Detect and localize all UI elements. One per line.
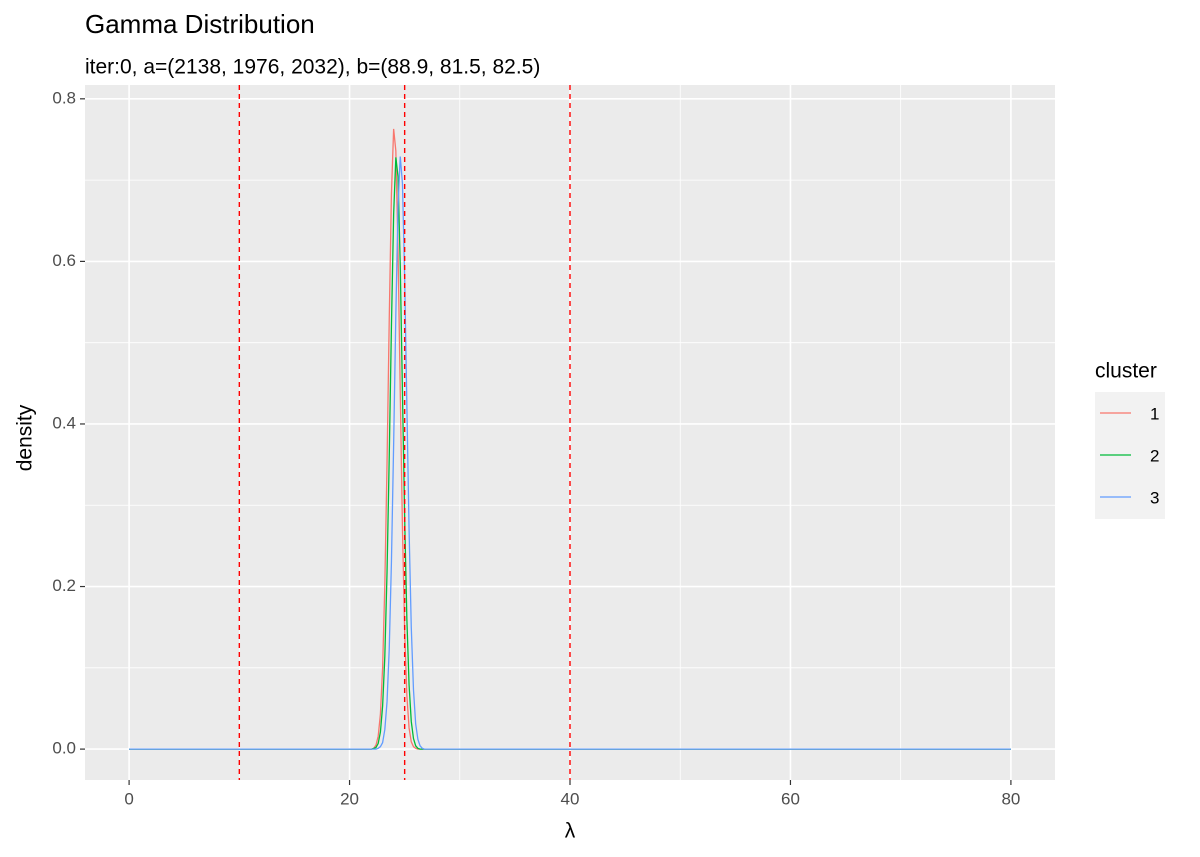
legend: cluster 1 2 3	[1095, 360, 1165, 519]
x-tick-label: 60	[781, 789, 800, 808]
marks	[129, 85, 1011, 780]
y-axis-title: density	[14, 404, 37, 471]
y-tick-label: 0.4	[52, 413, 76, 432]
density-line	[129, 156, 1011, 750]
x-axis-title: λ	[565, 820, 576, 843]
legend-label: 2	[1150, 446, 1159, 465]
y-tick-label: 0.6	[52, 251, 76, 270]
legend-label: 3	[1150, 488, 1159, 507]
chart-subtitle: iter:0, a=(2138, 1976, 2032), b=(88.9, 8…	[85, 56, 540, 79]
density-line	[129, 157, 1011, 750]
legend-label: 1	[1150, 404, 1159, 423]
y-tick-label: 0.0	[52, 739, 76, 758]
x-tick-label: 20	[340, 789, 359, 808]
legend-title: cluster	[1095, 360, 1157, 383]
chart-title: Gamma Distribution	[85, 9, 315, 39]
x-tick-label: 40	[561, 789, 580, 808]
x-tick-label: 0	[124, 789, 133, 808]
y-tick-label: 0.8	[52, 88, 76, 107]
x-tick-label: 80	[1001, 789, 1020, 808]
y-tick-label: 0.2	[52, 576, 76, 595]
